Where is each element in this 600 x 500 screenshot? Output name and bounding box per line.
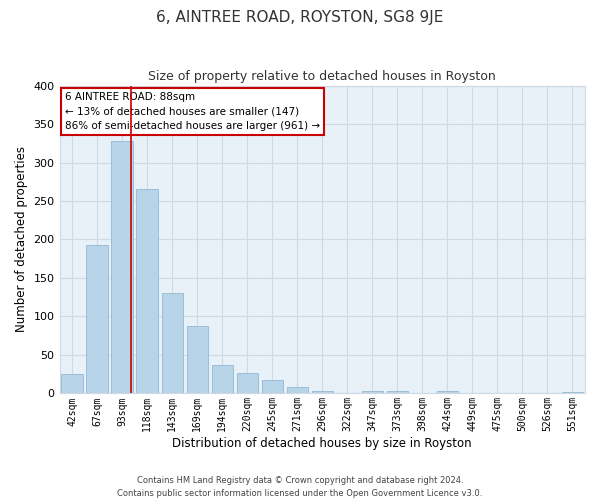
Bar: [112, 141, 133, 394]
Bar: [311, 391, 333, 394]
Bar: [262, 380, 283, 394]
Text: 6, AINTREE ROAD, ROYSTON, SG8 9JE: 6, AINTREE ROAD, ROYSTON, SG8 9JE: [157, 10, 443, 25]
Y-axis label: Number of detached properties: Number of detached properties: [15, 146, 28, 332]
Bar: [236, 374, 258, 394]
Bar: [437, 391, 458, 394]
Bar: [187, 326, 208, 394]
Bar: [86, 245, 108, 394]
Bar: [61, 374, 83, 394]
Text: 6 AINTREE ROAD: 88sqm
← 13% of detached houses are smaller (147)
86% of semi-det: 6 AINTREE ROAD: 88sqm ← 13% of detached …: [65, 92, 320, 132]
Bar: [136, 190, 158, 394]
Bar: [161, 294, 183, 394]
Bar: [287, 388, 308, 394]
Bar: [362, 391, 383, 394]
Bar: [212, 365, 233, 394]
X-axis label: Distribution of detached houses by size in Royston: Distribution of detached houses by size …: [172, 437, 472, 450]
Title: Size of property relative to detached houses in Royston: Size of property relative to detached ho…: [148, 70, 496, 83]
Bar: [562, 392, 583, 394]
Text: Contains HM Land Registry data © Crown copyright and database right 2024.
Contai: Contains HM Land Registry data © Crown c…: [118, 476, 482, 498]
Bar: [387, 391, 408, 394]
